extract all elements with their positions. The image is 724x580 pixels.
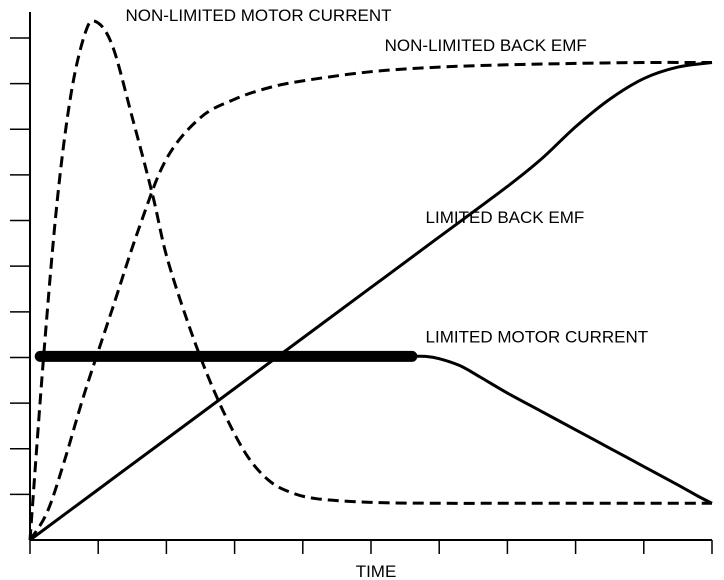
- annotation-label: NON-LIMITED MOTOR CURRENT: [125, 6, 391, 25]
- series-line-limited-back-emf: [29, 61, 713, 542]
- series-line-non-limited-motor-current: [28, 19, 712, 541]
- series-line-limited-motor-current: [411, 354, 713, 505]
- annotation-label: LIMITED MOTOR CURRENT: [426, 328, 649, 347]
- x-axis-label: TIME: [356, 562, 397, 580]
- series-layer: [28, 19, 713, 542]
- annotation-label: NON-LIMITED BACK EMF: [385, 36, 587, 55]
- series-line-non-limited-back-emf: [28, 60, 713, 541]
- axes: [10, 12, 713, 554]
- annotation-label: LIMITED BACK EMF: [426, 208, 585, 227]
- annotation-layer: NON-LIMITED MOTOR CURRENT NON-LIMITED BAC…: [125, 6, 648, 346]
